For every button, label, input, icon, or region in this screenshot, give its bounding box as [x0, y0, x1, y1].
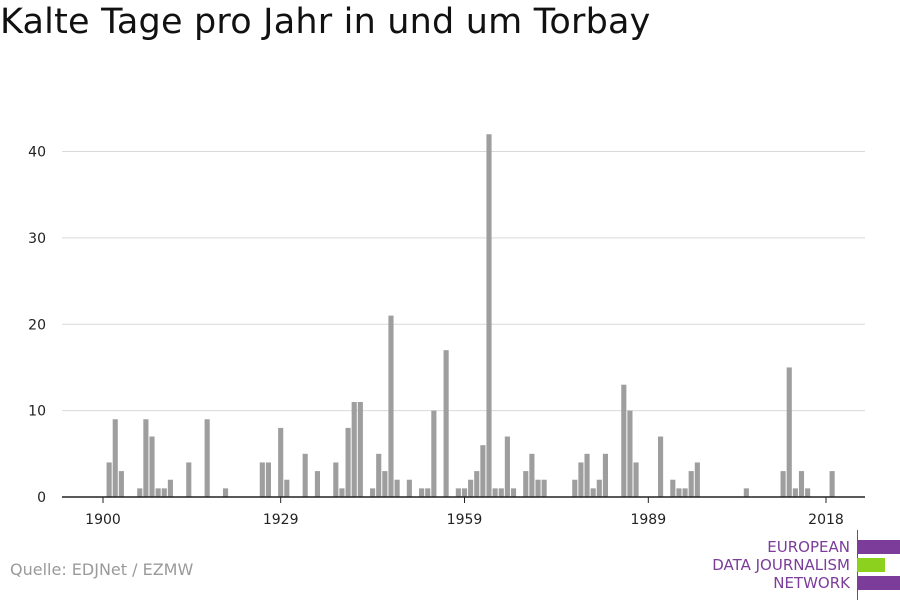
bar-1942	[357, 401, 363, 497]
bar-1929	[278, 427, 284, 497]
bar-1981	[596, 479, 602, 497]
bar-1906	[137, 488, 143, 497]
bar-1995	[682, 488, 688, 497]
bar-1996	[688, 471, 694, 497]
bar-1953	[425, 488, 431, 497]
bar-2011	[780, 471, 786, 497]
bar-1950	[406, 479, 412, 497]
bar-1980	[590, 488, 596, 497]
x-axis: 1900 1929 1959 1989 2018	[62, 496, 865, 528]
y-tick-label: 0	[37, 490, 46, 506]
logo-line-network: NETWORK	[773, 574, 850, 592]
y-tick-label: 10	[28, 404, 46, 420]
chart-title: Kalte Tage pro Jahr in und um Torbay	[0, 2, 651, 42]
bar-1927	[265, 462, 271, 497]
edjnet-logo: EUROPEAN DATA JOURNALISM NETWORK	[700, 528, 900, 600]
bar-1961	[474, 471, 480, 497]
y-tick-label: 30	[28, 231, 46, 247]
x-tick-label: 1929	[263, 512, 299, 528]
bar-2013	[792, 488, 798, 497]
bar-1939	[339, 488, 345, 497]
bar-1972	[541, 479, 547, 497]
bar-1944	[370, 488, 376, 497]
bar-1997	[694, 462, 700, 497]
bar-1926	[259, 462, 265, 497]
bar-1963	[486, 134, 492, 497]
x-tick-label: 1989	[630, 512, 666, 528]
bar-2019	[829, 471, 835, 497]
bar-1938	[333, 462, 339, 497]
bar-1948	[394, 479, 400, 497]
bar-1946	[382, 471, 388, 497]
bar-1902	[112, 419, 118, 497]
bar-1982	[602, 453, 608, 497]
bar-1977	[572, 479, 578, 497]
bar-1941	[351, 401, 357, 497]
bar-1911	[167, 479, 173, 497]
bar-1959	[461, 488, 468, 497]
gridlines	[62, 151, 865, 412]
bar-1993	[670, 479, 676, 497]
bar-2015	[805, 488, 811, 497]
logo-line-data-journalism: DATA JOURNALISM	[712, 556, 850, 574]
bars	[106, 134, 835, 497]
bar-1965	[498, 488, 504, 497]
bar-2012	[786, 367, 792, 497]
y-axis-labels: 0 10 20 30 40	[28, 145, 46, 507]
y-tick-label: 20	[28, 317, 46, 333]
bar-1969	[523, 471, 529, 497]
bar-1962	[480, 445, 486, 497]
bar-1917	[204, 419, 210, 497]
bar-1930	[284, 479, 290, 497]
bar-1994	[676, 488, 682, 497]
logo-bar-green	[857, 558, 885, 572]
bar-1945	[376, 453, 382, 497]
bar-1914	[186, 462, 192, 497]
x-tick-label: 1900	[85, 512, 121, 528]
bar-1985	[621, 384, 627, 497]
bar-1940	[345, 427, 351, 497]
bar-1908	[149, 436, 155, 497]
bar-1901	[106, 462, 112, 497]
bar-1960	[468, 479, 474, 497]
bar-1933	[302, 453, 308, 497]
bar-1907	[143, 419, 149, 497]
bar-1978	[578, 462, 584, 497]
bar-1970	[529, 453, 535, 497]
bar-1954	[431, 410, 437, 497]
bar-2005	[743, 488, 749, 497]
bar-1964	[492, 488, 498, 497]
bar-1952	[419, 488, 425, 497]
bar-1903	[118, 471, 124, 497]
bar-1986	[627, 410, 633, 497]
bar-chart: 0 10 20 30 40 1900 1929 1959 1989 2018	[28, 134, 865, 528]
bar-1958	[455, 488, 461, 497]
bar-1979	[584, 453, 590, 497]
y-tick-label: 40	[28, 145, 46, 161]
logo-bar-purple-top	[857, 540, 900, 554]
bar-1909	[155, 488, 161, 497]
bar-1991	[658, 436, 664, 497]
bar-1971	[535, 479, 541, 497]
logo-line-european: EUROPEAN	[767, 538, 850, 556]
bar-1967	[510, 488, 517, 497]
bar-1947	[388, 315, 394, 497]
bar-2014	[798, 471, 805, 497]
bar-1910	[161, 488, 167, 497]
bar-1935	[314, 471, 321, 497]
bar-1956	[443, 350, 449, 497]
x-tick-label: 1959	[447, 512, 483, 528]
bar-1987	[633, 462, 639, 497]
source-note: Quelle: EDJNet / EZMW	[10, 560, 194, 579]
x-tick-label: 2018	[808, 512, 844, 528]
bar-1966	[504, 436, 510, 497]
logo-bar-purple-bottom	[857, 576, 900, 590]
bar-1920	[222, 488, 229, 497]
